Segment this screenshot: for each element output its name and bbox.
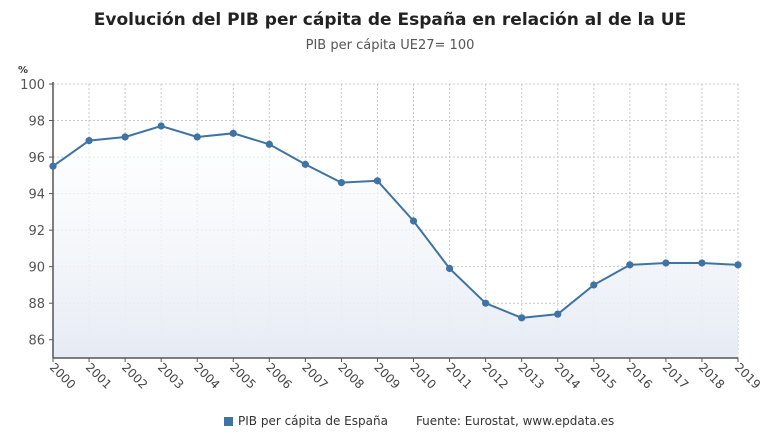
x-tick-label: 2003: [155, 360, 186, 391]
data-point: [229, 129, 237, 137]
y-tick-label: 92: [28, 224, 45, 239]
y-tick-label: 88: [28, 297, 45, 312]
x-tick-label: 2006: [263, 360, 294, 391]
data-point: [373, 177, 382, 185]
data-point: [157, 122, 165, 130]
y-tick-label: 96: [28, 151, 45, 166]
y-tick-label: 98: [28, 115, 45, 130]
data-point: [554, 310, 562, 318]
x-tick-label: 2001: [83, 360, 114, 391]
data-point: [734, 261, 742, 269]
data-point: [482, 299, 490, 307]
x-tick-label: 2005: [227, 360, 258, 391]
data-point: [49, 162, 57, 170]
x-tick-label: 2017: [660, 360, 691, 391]
data-points: [49, 122, 742, 322]
x-tick-label: 2010: [407, 360, 438, 391]
x-tick-label: 2013: [516, 360, 547, 391]
data-point: [590, 281, 598, 289]
x-tick-label: 2009: [371, 360, 402, 391]
x-tick-label: 2019: [732, 360, 763, 391]
x-tick-label: 2014: [552, 360, 583, 391]
x-tick-label: 2016: [624, 360, 655, 391]
x-tick-label: 2000: [47, 360, 78, 391]
data-point: [698, 259, 706, 267]
y-tick-label: 90: [28, 261, 45, 276]
x-tick-label: 2002: [119, 360, 150, 391]
source-note: Fuente: Eurostat, www.epdata.es: [415, 414, 615, 428]
data-point: [518, 314, 526, 322]
x-tick-label: 2012: [480, 360, 511, 391]
y-tick-label: 86: [28, 334, 45, 349]
data-point: [265, 140, 273, 148]
chart-title: Evolución del PIB per cápita de España e…: [93, 10, 687, 30]
x-tick-label: 2008: [335, 360, 366, 391]
area-layer: [53, 126, 738, 358]
data-point: [445, 264, 454, 273]
data-point: [301, 160, 309, 168]
data-point: [409, 217, 418, 225]
series-line-layer: [52, 124, 739, 319]
x-tick-labels: 2000 2001 2002 2003 2004 2005 2006 2007 2008 2009…: [47, 358, 763, 392]
legend-label: PIB per cápita de España: [238, 414, 388, 428]
data-point: [337, 179, 346, 187]
y-tick-label: 100: [20, 78, 45, 93]
x-tick-label: 2011: [443, 360, 474, 391]
x-tick-label: 2007: [299, 360, 330, 391]
legend: PIB per cápita de España Fuente: Eurosta…: [224, 414, 614, 428]
data-point: [662, 259, 670, 267]
axes: [52, 82, 738, 359]
y-tick-labels: 86 88 90 92 94 96 98 100: [20, 78, 53, 349]
data-point: [85, 137, 93, 145]
legend-swatch-icon: [224, 416, 233, 426]
y-axis-unit-label: %: [18, 65, 28, 76]
series-area: [53, 126, 738, 358]
y-tick-label: 94: [28, 188, 45, 203]
data-point: [626, 261, 634, 269]
data-point: [193, 133, 201, 141]
series-line: [52, 124, 739, 319]
data-point: [121, 133, 129, 141]
x-tick-label: 2018: [696, 360, 727, 391]
chart-subtitle: PIB per cápita UE27= 100: [305, 38, 475, 53]
x-tick-label: 2004: [191, 360, 222, 391]
x-tick-label: 2015: [588, 360, 619, 391]
